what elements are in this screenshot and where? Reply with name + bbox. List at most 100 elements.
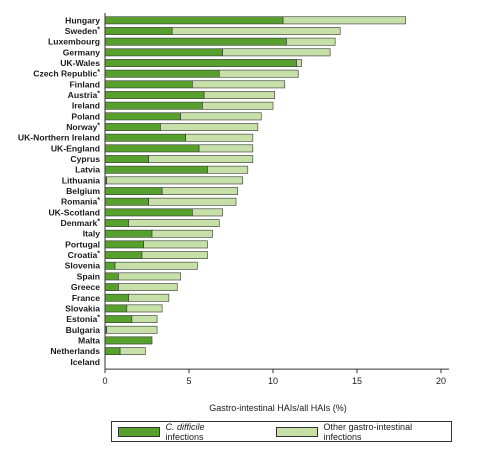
bar-cdiff-ireland [104,101,203,110]
category-label-norway: Norway* [66,122,100,132]
bar-cdiff-belgium [104,187,163,195]
bar-other-romania [148,197,237,206]
category-label-uk-wales: UK-Wales [60,58,100,68]
legend-label-cdiff: C. difficile infections [166,422,245,442]
legend-label-cdiff-italic: C. difficile [165,421,205,432]
bar-other-uk-england [198,144,254,153]
asterisk-mark: * [97,91,100,98]
bar-cdiff-portugal [104,240,144,249]
category-label-finland: Finland [69,79,100,89]
category-label-germany: Germany [63,47,100,57]
asterisk-mark: * [97,197,100,204]
bar-other-belgium [161,187,239,195]
legend-swatch-cdiff [118,426,160,437]
bar-other-slovakia [126,304,163,313]
bar-other-lithuania [106,176,244,185]
category-label-lithuania: Lithuania [62,175,100,185]
category-label-sweden: Sweden* [65,26,100,36]
category-label-denmark: Denmark* [60,218,100,228]
asterisk-mark: * [97,315,100,322]
category-label-slovenia: Slovenia [65,261,101,271]
bar-cdiff-cyprus [104,155,149,163]
legend-item-other: Other gastro-intestinal infections [276,422,451,442]
category-label-malta: Malta [78,335,100,345]
category-label-poland: Poland [71,111,100,121]
bar-other-denmark [128,219,220,227]
bar-cdiff-estonia [104,315,133,323]
bar-other-finland [192,80,286,89]
bar-other-uk-scotland [192,208,223,217]
legend-item-cdiff: C. difficile infections [118,422,244,442]
x-tick-label-15: 15 [352,376,362,386]
bars-layer [104,16,407,356]
bar-cdiff-finland [104,80,193,89]
category-label-hungary: Hungary [65,15,100,25]
category-label-austria: Austria* [68,90,101,100]
bar-other-italy [151,229,213,238]
category-label-iceland: Iceland [70,357,100,367]
category-label-ireland: Ireland [72,101,100,111]
bar-cdiff-luxembourg [104,37,287,46]
bar-other-portugal [143,240,208,249]
bar-cdiff-poland [104,112,181,121]
asterisk-mark: * [97,27,100,34]
bar-cdiff-uk-scotland [104,208,193,217]
bar-cdiff-slovenia [104,261,116,270]
bar-cdiff-uk-wales [104,59,297,67]
x-tick-label-5: 5 [186,376,191,386]
bar-other-norway [160,123,259,131]
bar-cdiff-latvia [104,165,208,174]
asterisk-mark: * [97,69,100,76]
bar-cdiff-uk-england [104,144,200,153]
legend-swatch-other [276,426,318,437]
bar-other-sweden [171,27,341,35]
bar-cdiff-italy [104,229,153,238]
bar-cdiff-hungary [104,16,284,25]
bar-other-greece [118,283,178,291]
category-label-italy: Italy [83,229,100,239]
bar-other-czech-republic [218,69,299,78]
x-tick-label-10: 10 [268,376,278,386]
legend-label-cdiff-rest: infections [165,431,204,442]
bar-other-latvia [207,165,249,174]
category-label-uk-northern-ireland: UK-Northern Ireland [18,133,100,143]
bar-cdiff-romania [104,197,149,206]
category-label-belgium: Belgium [66,186,100,196]
category-label-spain: Spain [77,271,100,281]
asterisk-mark: * [97,219,100,226]
category-label-croatia: Croatia* [68,250,101,260]
bar-cdiff-netherlands [104,347,121,356]
bar-other-ireland [202,101,274,110]
legend-label-other: Other gastro-intestinal infections [323,421,413,442]
bar-cdiff-malta [104,336,153,345]
asterisk-mark: * [97,123,100,130]
bar-cdiff-spain [104,272,119,281]
category-label-uk-england: UK-England [51,143,100,153]
bar-other-cyprus [148,155,254,163]
bar-other-france [128,293,170,302]
category-label-latvia: Latvia [75,165,100,175]
x-axis-title: Gastro-intestinal HAIs/all HAIs (%) [209,403,347,413]
bar-cdiff-czech-republic [104,69,220,78]
category-label-romania: Romania* [61,197,100,207]
category-label-cyprus: Cyprus [70,154,100,164]
bar-other-hungary [282,16,407,25]
category-label-slovakia: Slovakia [65,303,100,313]
bar-cdiff-germany [104,48,223,57]
bar-cdiff-norway [104,123,161,131]
bar-cdiff-denmark [104,219,129,227]
bar-other-uk-wales [296,59,302,67]
x-tick-label-0: 0 [102,376,107,386]
bar-cdiff-slovakia [104,304,128,313]
category-label-greece: Greece [71,282,100,292]
category-label-estonia: Estonia* [66,314,100,324]
category-label-netherlands: Netherlands [50,346,100,356]
category-label-czech-republic: Czech Republic* [33,69,100,79]
bar-other-germany [222,48,331,57]
asterisk-mark: * [97,251,100,258]
bar-other-spain [118,272,181,281]
bar-other-poland [180,112,262,121]
bar-other-netherlands [119,347,146,356]
bar-cdiff-croatia [104,251,143,259]
